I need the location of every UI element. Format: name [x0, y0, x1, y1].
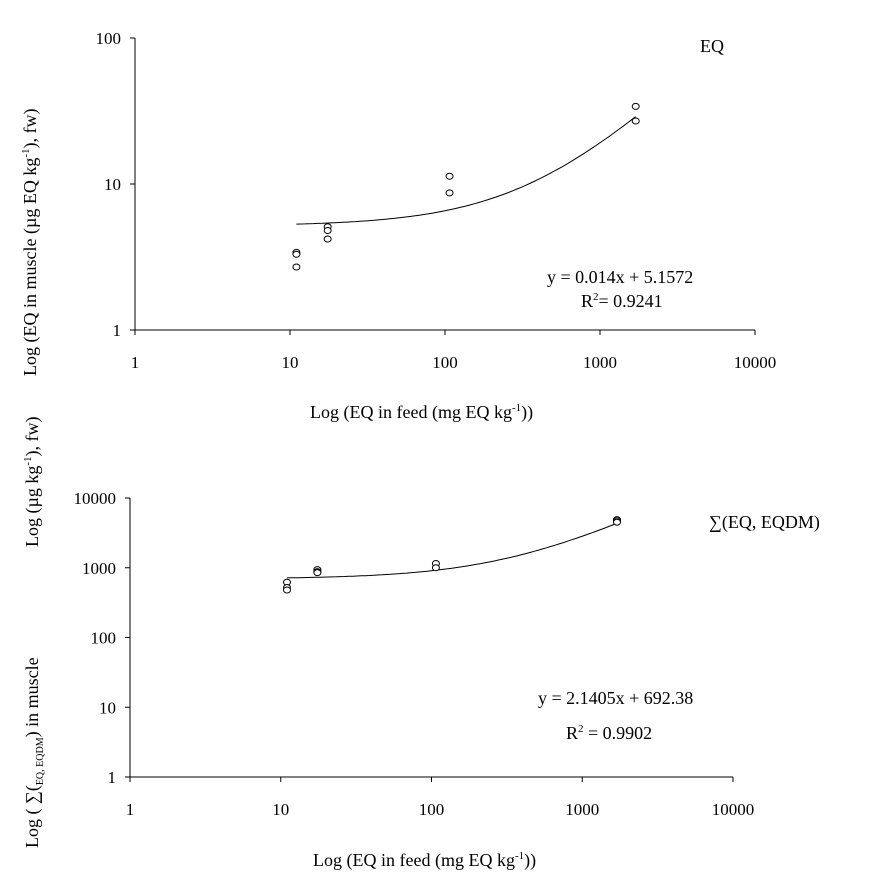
- bottom-x-tick-label: 10: [272, 800, 289, 819]
- top-x-tick-label: 100: [432, 353, 458, 372]
- bottom-chart: 1 10 100 1000 10000 1 10 100 1000 10000 ∑(EQ, EQ…: [22, 416, 820, 871]
- bottom-y-tick-label: 10000: [74, 489, 117, 508]
- bottom-y-label-inner: Log (µg kg-1), fw): [22, 416, 43, 547]
- top-x-ticks: 1 10 100 1000 10000: [131, 330, 777, 372]
- top-x-tick-label: 1: [131, 353, 140, 372]
- top-x-label: Log (EQ in feed (mg EQ kg-1)): [310, 402, 533, 423]
- top-trendline: [296, 116, 637, 225]
- bottom-x-tick-label: 100: [419, 800, 445, 819]
- bottom-data-points: [282, 516, 621, 594]
- top-y-label: Log (EQ in muscle (µg EQ kg-1), fw): [20, 108, 41, 376]
- bottom-data-point: [612, 518, 621, 526]
- top-data-point: [323, 227, 332, 235]
- top-x-tick-label: 10: [282, 353, 299, 372]
- top-data-point: [631, 117, 640, 125]
- top-r-squared: R2= 0.9241: [581, 291, 663, 311]
- bottom-data-point: [431, 564, 440, 572]
- top-x-tick-label: 10000: [734, 353, 777, 372]
- bottom-x-tick-label: 1000: [565, 800, 599, 819]
- top-y-tick-label: 10: [104, 175, 121, 194]
- bottom-y-tick-label: 10: [99, 698, 116, 717]
- top-data-point: [292, 250, 301, 258]
- bottom-y-tick-label: 100: [91, 629, 117, 648]
- top-data-point: [323, 235, 332, 243]
- bottom-y-ticks: 1 10 100 1000 10000: [74, 489, 130, 787]
- bottom-data-point: [313, 569, 322, 577]
- top-equation: y = 0.014x + 5.1572: [547, 267, 693, 287]
- bottom-trendline: [286, 522, 618, 579]
- top-data-point: [631, 102, 640, 110]
- top-y-tick-label: 100: [96, 29, 122, 48]
- top-x-tick-label: 1000: [583, 353, 617, 372]
- bottom-equation: y = 2.1405x + 692.38: [538, 688, 693, 708]
- bottom-y-tick-label: 1000: [82, 559, 116, 578]
- top-y-ticks: 1 10 100: [96, 29, 135, 340]
- bottom-x-tick-label: 1: [126, 800, 135, 819]
- bottom-x-tick-label: 10000: [712, 800, 755, 819]
- bottom-legend-label: ∑(EQ, EQDM): [709, 512, 820, 533]
- bottom-y-tick-label: 1: [108, 768, 117, 787]
- bottom-r-squared: R2 = 0.9902: [566, 723, 652, 743]
- top-data-point: [445, 189, 454, 197]
- top-data-point: [445, 172, 454, 180]
- top-legend-label: EQ: [700, 36, 724, 56]
- bottom-x-label: Log (EQ in feed (mg EQ kg-1)): [313, 850, 536, 871]
- top-y-tick-label: 1: [113, 321, 122, 340]
- bottom-y-label-outer: Log ( ∑(EQ, EQDM) in muscle: [22, 657, 46, 848]
- bottom-x-ticks: 1 10 100 1000 10000: [126, 777, 755, 819]
- top-data-points: [292, 102, 640, 271]
- top-data-point: [292, 263, 301, 271]
- top-chart: 1 10 100 1 10 100 1000 10000 EQ y = 0.014x + 5…: [20, 29, 776, 423]
- bottom-data-point: [282, 586, 291, 594]
